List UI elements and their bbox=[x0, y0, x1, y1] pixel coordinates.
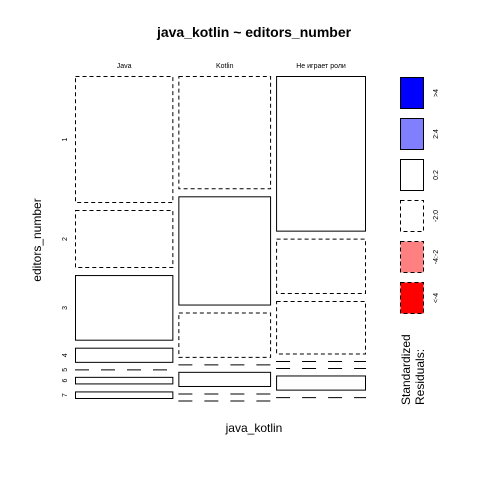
legend-swatch-3 bbox=[400, 159, 424, 191]
legend-label-5: -4:-2 bbox=[433, 250, 440, 265]
cell-java-4 bbox=[75, 347, 174, 363]
legend-swatch-6 bbox=[400, 282, 424, 314]
legend-label-6: <-4 bbox=[433, 293, 440, 303]
cell-java-3 bbox=[75, 275, 174, 341]
x-axis-label: java_kotlin bbox=[225, 421, 283, 435]
mosaic-cells bbox=[75, 76, 366, 402]
cell-не-играет-роли-6 bbox=[276, 375, 366, 391]
cell-java-1 bbox=[75, 76, 174, 203]
cell-kotlin-5 bbox=[178, 371, 272, 387]
row-label-4: 4 bbox=[62, 353, 69, 357]
cell-kotlin-1 bbox=[178, 76, 272, 190]
y-axis-label: editors_number bbox=[30, 198, 44, 281]
legend-label-1: >4 bbox=[433, 89, 440, 97]
residuals-legend: >4 2:4 0:2 -2:0 -4:-2 <-4 bbox=[400, 77, 440, 314]
cell-java-6 bbox=[75, 376, 174, 385]
cell-kotlin-2 bbox=[178, 196, 272, 306]
column-label-не-играет-роли: Не играет роли bbox=[296, 63, 346, 70]
cell-java-7 bbox=[75, 391, 174, 400]
column-labels: Java Kotlin Не играет роли bbox=[117, 63, 346, 70]
row-label-7: 7 bbox=[62, 393, 69, 397]
row-label-1: 1 bbox=[62, 137, 69, 141]
legend-swatch-4 bbox=[400, 200, 424, 232]
chart-title: java_kotlin ~ editors_number bbox=[156, 24, 352, 40]
row-label-2: 2 bbox=[62, 237, 69, 241]
row-label-6: 6 bbox=[62, 379, 69, 383]
row-labels: 1 2 3 4 5 6 7 bbox=[62, 137, 69, 397]
cell-не-играет-роли-1 bbox=[276, 76, 366, 232]
column-label-kotlin: Kotlin bbox=[216, 63, 234, 70]
row-label-5: 5 bbox=[62, 368, 69, 372]
row-label-3: 3 bbox=[62, 306, 69, 310]
cell-kotlin-3 bbox=[178, 312, 272, 358]
legend-label-4: -2:0 bbox=[433, 210, 440, 222]
cell-не-играет-роли-2 bbox=[276, 238, 366, 295]
legend-title-line1: Standardized bbox=[399, 334, 413, 405]
legend-title-line2: Residuals: bbox=[413, 349, 427, 405]
column-label-java: Java bbox=[117, 63, 132, 70]
legend-swatch-1 bbox=[400, 77, 424, 109]
legend-swatch-2 bbox=[400, 118, 424, 150]
cell-java-2 bbox=[75, 209, 174, 269]
legend-swatch-5 bbox=[400, 241, 424, 273]
cell-не-играет-роли-3 bbox=[276, 301, 366, 355]
legend-label-2: 2:4 bbox=[433, 129, 440, 139]
legend-label-3: 0:2 bbox=[433, 170, 440, 180]
